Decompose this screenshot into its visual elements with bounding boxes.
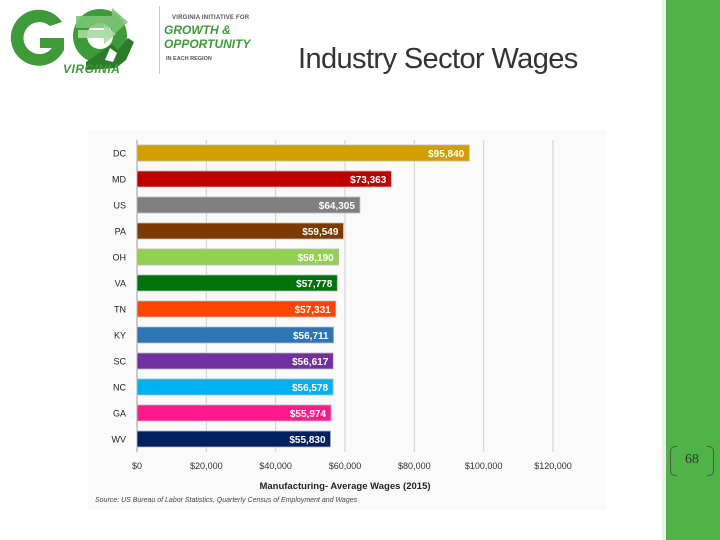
bar-value-label: $95,840: [428, 149, 465, 160]
x-tick-label: $0: [132, 461, 142, 471]
bar-value-label: $57,331: [295, 305, 332, 316]
x-tick-label: $60,000: [329, 461, 362, 471]
logo-tagline-main: GROWTH & OPPORTUNITY: [164, 23, 250, 51]
page-number-right-bracket: [707, 446, 714, 476]
bar-value-label: $73,363: [350, 175, 387, 186]
category-label: SC: [113, 357, 126, 367]
logo-tagline-top: VIRGINIA INITIATIVE FOR: [172, 15, 250, 21]
bar-value-label: $56,711: [293, 331, 329, 342]
category-label: TN: [114, 305, 126, 315]
logo-tagline-bottom: IN EACH REGION: [166, 56, 212, 62]
category-label: KY: [114, 331, 126, 341]
bar-value-label: $56,617: [292, 357, 329, 368]
wages-bar-chart: $0 $20,000 $40,000 $60,000 $80,000 $100,000 $1…: [112, 140, 572, 492]
x-tick-label: $40,000: [259, 461, 292, 471]
logo-growth-text: GROWTH &: [164, 23, 231, 37]
logo-virginia-text: VIRGINIA: [63, 62, 121, 76]
category-label: WV: [112, 435, 127, 445]
x-tick-label: $80,000: [398, 461, 431, 471]
x-tick-label: $120,000: [534, 461, 572, 471]
category-label: OH: [113, 253, 127, 263]
bar: [136, 326, 334, 344]
source-note: Source: US Bureau of Labor Statistics, Q…: [95, 497, 358, 504]
bar: [136, 430, 331, 448]
logo-letter-g: [10, 9, 65, 66]
page-number: 68: [670, 446, 714, 476]
logo-divider: [159, 6, 160, 74]
category-label: GA: [113, 409, 126, 419]
chart-panel: $0 $20,000 $40,000 $60,000 $80,000 $100,000 $1…: [88, 130, 606, 510]
x-tick-label: $20,000: [190, 461, 223, 471]
category-label: DC: [113, 149, 126, 159]
bar-value-label: $57,778: [296, 279, 333, 290]
go-logo-mark: [10, 8, 134, 70]
sidebar-stripe: [662, 0, 666, 540]
logo-arrow-icon: [76, 8, 128, 36]
bar-value-label: $59,549: [302, 227, 339, 238]
bar: [136, 274, 338, 292]
category-label: PA: [115, 227, 126, 237]
x-axis-label: Manufacturing- Average Wages (2015): [259, 481, 430, 492]
bar-value-label: $56,578: [292, 383, 329, 394]
category-label: MD: [112, 175, 126, 185]
bar: [136, 404, 332, 422]
bar: [136, 196, 361, 214]
bar: [136, 170, 392, 188]
category-label: VA: [115, 279, 126, 289]
slide-title: Industry Sector Wages: [298, 43, 578, 75]
go-virginia-logo: VIRGINIA VIRGINIA INITIATIVE FOR GROWTH …: [0, 0, 270, 85]
bar-value-label: $55,830: [289, 435, 326, 446]
page-number-text: 68: [685, 452, 699, 467]
bar: [136, 352, 334, 370]
category-label: US: [113, 201, 126, 211]
logo-opportunity-text: OPPORTUNITY: [164, 37, 251, 51]
bar: [136, 300, 337, 318]
bar-value-label: $58,190: [298, 253, 335, 264]
bar: [136, 248, 340, 266]
bar: [136, 144, 470, 162]
category-label: NC: [113, 383, 126, 393]
page-number-left-bracket: [670, 446, 677, 476]
bar-value-label: $64,305: [319, 201, 356, 212]
bar: [136, 222, 344, 240]
x-tick-label: $100,000: [465, 461, 503, 471]
bar-value-label: $55,974: [290, 409, 327, 420]
bar: [136, 378, 334, 396]
